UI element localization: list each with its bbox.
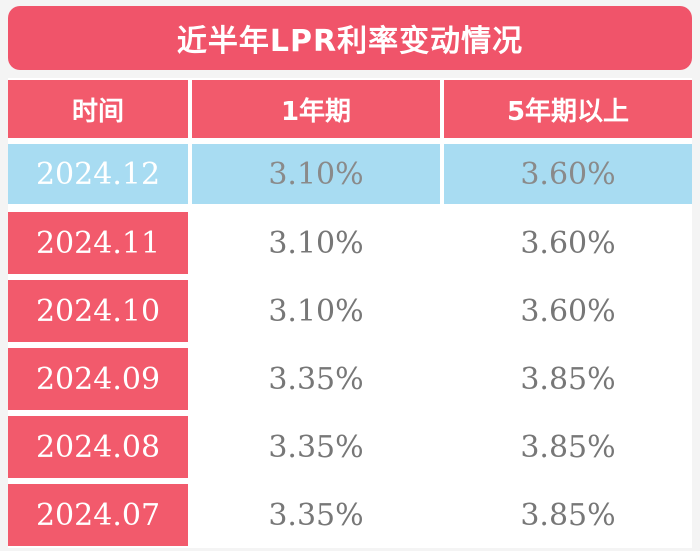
- row-one-year-rate: 3.10%: [268, 225, 364, 261]
- row-five-year-rate: 3.85%: [520, 429, 616, 465]
- row-five-year-rate: 3.85%: [520, 361, 616, 397]
- row-date: 2024.11: [8, 212, 188, 274]
- row-date: 2024.09: [8, 348, 188, 410]
- row-one-year-rate: 3.35%: [268, 429, 364, 465]
- row-date: 2024.08: [8, 416, 188, 478]
- row-one-year-rate: 3.10%: [192, 144, 440, 204]
- row-one-year-rate: 3.35%: [268, 497, 364, 533]
- row-five-year-rate: 3.60%: [520, 225, 616, 261]
- highlighted-row-divider: [188, 144, 192, 204]
- column-header-one-year: 1年期: [192, 78, 440, 138]
- row-five-year-rate: 3.85%: [520, 497, 616, 533]
- row-date: 2024.07: [8, 484, 188, 546]
- row-one-year-rate: 3.35%: [268, 361, 364, 397]
- row-date: 2024.12: [8, 144, 188, 204]
- row-five-year-rate: 3.60%: [520, 293, 616, 329]
- row-one-year-rate: 3.10%: [268, 293, 364, 329]
- column-header-time: 时间: [8, 78, 188, 138]
- chart-title: 近半年LPR利率变动情况: [8, 6, 692, 70]
- column-header-five-year: 5年期以上: [444, 78, 692, 138]
- row-five-year-rate: 3.60%: [444, 144, 692, 204]
- row-date: 2024.10: [8, 280, 188, 342]
- highlighted-row-divider: [440, 144, 444, 204]
